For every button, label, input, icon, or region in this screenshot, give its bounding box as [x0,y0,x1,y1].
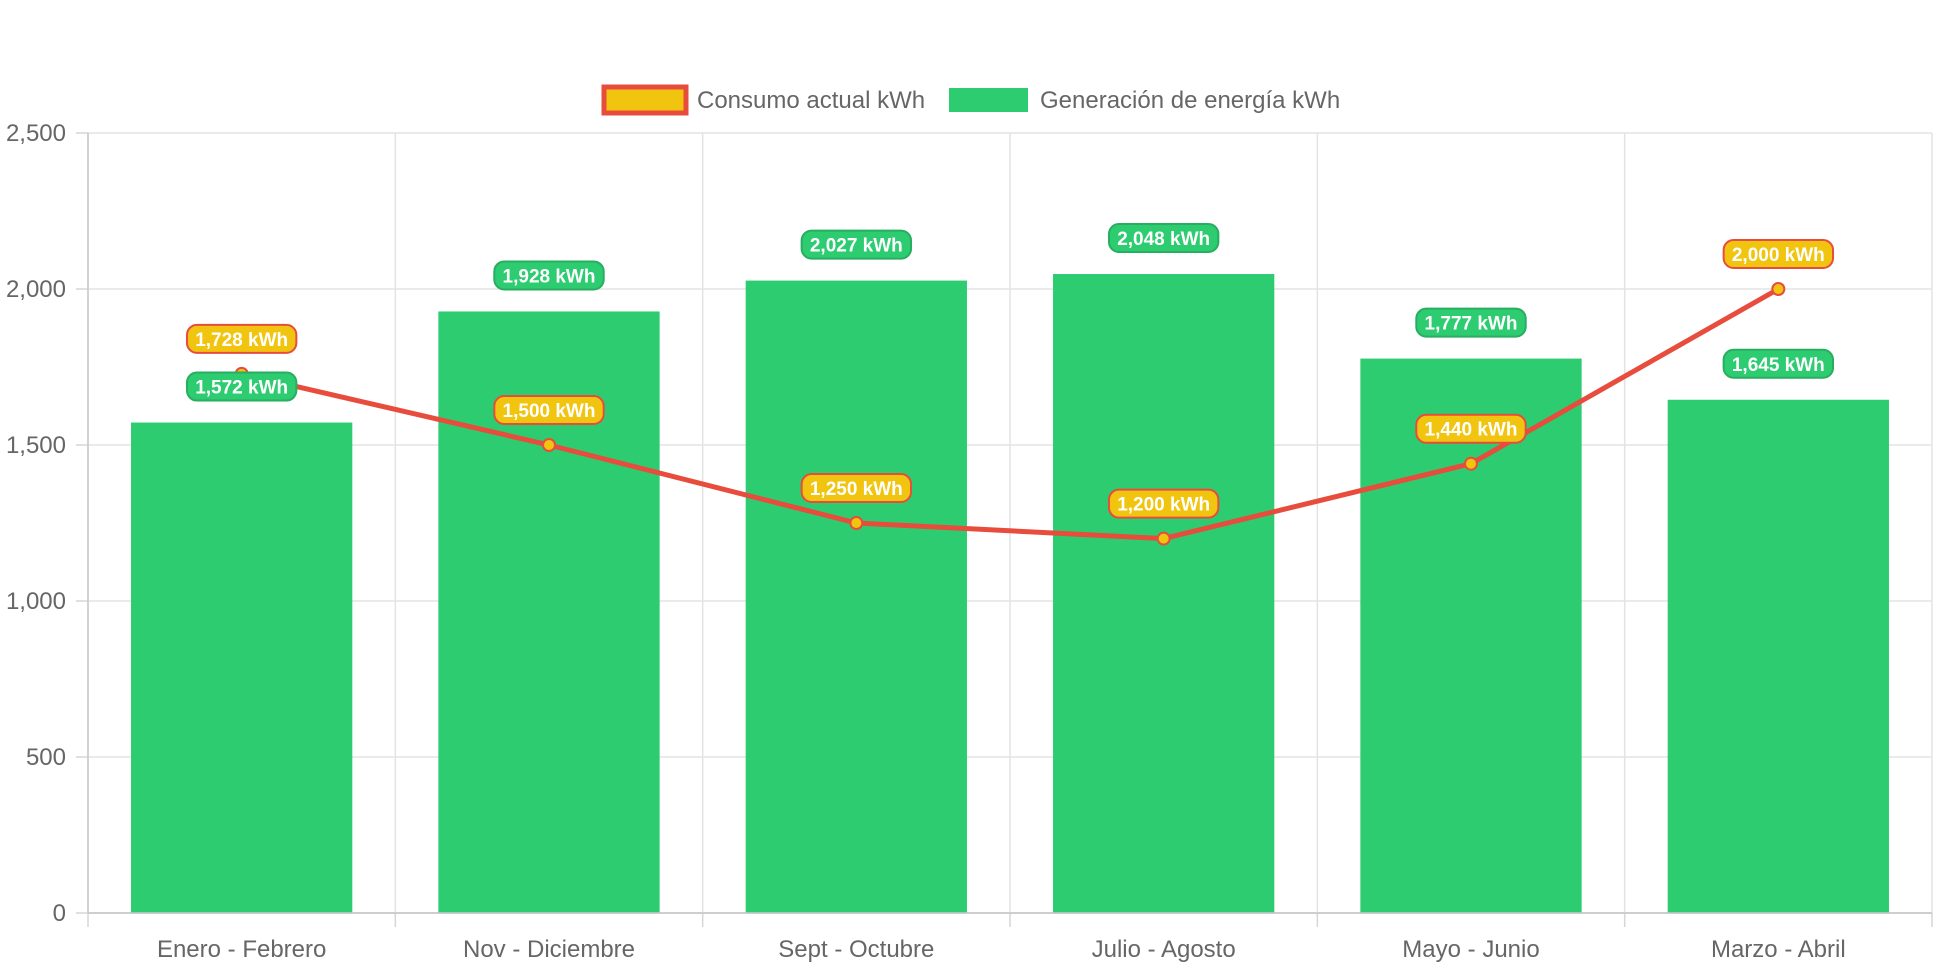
legend-label-consumo: Consumo actual kWh [697,87,925,114]
bar-label-julio-agosto-text: 2,048 kWh [1117,229,1210,250]
bar-enero-febrero[interactable] [131,422,353,913]
line-point-mayo-junio[interactable] [1464,456,1478,471]
bar-label-nov-diciembre-text: 1,928 kWh [503,266,596,287]
bar-label-nov-diciembre-bg [493,260,605,291]
bar-label-julio-agosto: 2,048 kWh [1107,223,1220,254]
line-label-enero-febrero-bg [185,323,298,354]
axes: 0 500 1,000 1,500 2,000 2,500 Enero - Febrero N… [6,120,1933,963]
line-label-mayo-junio: 1,440 kWh [1415,413,1527,444]
line-label-mayo-junio-text: 1,440 kWh [1425,420,1518,441]
legend-swatch-consumo [601,84,689,116]
y-tick-label: 1,500 [6,432,66,459]
line-label-enero-febrero: 1,728 kWh [185,323,298,354]
bar-label-sept-octubre-text: 2,027 kWh [810,236,903,257]
line-label-julio-agosto-text: 1,200 kWh [1117,495,1210,516]
bar-label-nov-diciembre: 1,928 kWh [493,260,605,291]
bar-label-enero-febrero: 1,572 kWh [185,371,298,402]
line-label-mayo-junio-bg [1415,413,1527,444]
bar-label-sept-octubre: 2,027 kWh [800,229,913,260]
legend[interactable]: Consumo actual kWh Generación de energía… [601,84,1340,116]
line-point-nov-diciembre[interactable] [542,438,556,452]
line-label-julio-agosto: 1,200 kWh [1107,488,1220,519]
line-label-marzo-abril-bg [1722,239,1835,269]
line-label-marzo-abril: 2,000 kWh [1722,239,1835,269]
x-tick-label-sept-octubre: Sept - Octubre [778,936,934,963]
x-tick-label-enero-febrero: Enero - Febrero [157,936,326,963]
line-label-julio-agosto-bg [1107,488,1220,519]
line-label-marzo-abril-text: 2,000 kWh [1732,245,1825,266]
x-tick-label-nov-diciembre: Nov - Diciembre [463,936,635,963]
bar-label-julio-agosto-bg [1107,223,1220,254]
grid [87,132,1933,914]
data-labels: 1,572 kWh 1,928 kWh 2,027 kWh 2,048 kWh 1,77… [185,223,1835,519]
bar-series [131,274,1889,913]
legend-swatch-generacion [949,88,1028,112]
line-label-nov-diciembre-bg [493,395,605,425]
bar-label-mayo-junio: 1,777 kWh [1415,307,1527,338]
y-tick-label: 1,000 [6,588,66,615]
bar-label-marzo-abril-text: 1,645 kWh [1732,355,1825,376]
bar-sept-octubre[interactable] [745,280,967,913]
legend-item-consumo[interactable]: Consumo actual kWh [601,84,925,116]
bar-julio-agosto[interactable] [1053,274,1275,913]
y-tick-label: 2,500 [6,120,66,147]
x-tick-label-mayo-junio: Mayo - Junio [1402,936,1539,963]
bar-label-mayo-junio-bg [1415,307,1527,338]
y-tick-label: 2,000 [6,276,66,303]
line-label-sept-octubre-text: 1,250 kWh [810,479,903,500]
bar-label-enero-febrero-text: 1,572 kWh [195,378,288,399]
line-label-sept-octubre-bg [800,473,913,503]
x-tick-label-julio-agosto: Julio - Agosto [1092,936,1236,963]
bar-label-mayo-junio-text: 1,777 kWh [1425,314,1518,335]
legend-item-generacion[interactable]: Generación de energía kWh [949,87,1340,114]
x-tick-label-marzo-abril: Marzo - Abril [1711,936,1846,963]
y-tick-label: 500 [26,744,66,771]
legend-label-generacion: Generación de energía kWh [1040,87,1340,114]
line-label-nov-diciembre-text: 1,500 kWh [503,401,596,422]
y-tick-label: 0 [53,900,66,927]
bar-mayo-junio[interactable] [1360,358,1582,913]
bar-marzo-abril[interactable] [1667,399,1889,913]
bar-label-marzo-abril: 1,645 kWh [1722,348,1835,379]
line-point-sept-octubre[interactable] [849,516,864,530]
bar-label-marzo-abril-bg [1722,348,1835,379]
line-label-sept-octubre: 1,250 kWh [800,473,913,503]
line-label-nov-diciembre: 1,500 kWh [493,395,605,425]
line-point-julio-agosto[interactable] [1156,531,1171,546]
line-point-marzo-abril[interactable] [1771,282,1786,296]
line-label-enero-febrero-text: 1,728 kWh [195,330,288,351]
bar-label-enero-febrero-bg [185,371,298,402]
bar-label-sept-octubre-bg [800,229,913,260]
